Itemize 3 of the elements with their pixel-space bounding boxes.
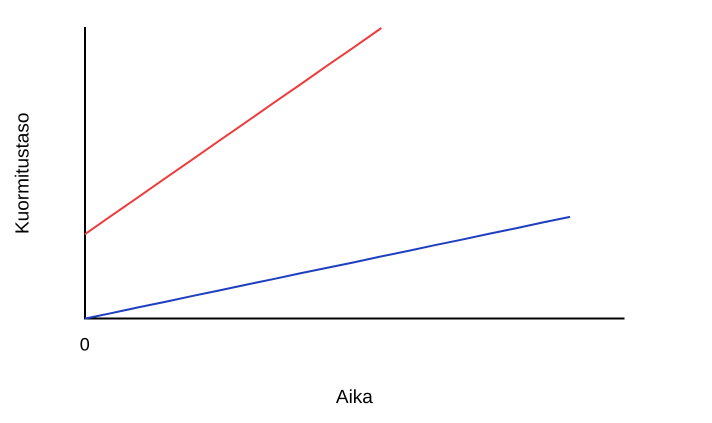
x-axis-title: Aika bbox=[336, 386, 374, 408]
text: 0 bbox=[80, 334, 90, 355]
y-axis-title: Kuormitustaso bbox=[12, 112, 34, 234]
